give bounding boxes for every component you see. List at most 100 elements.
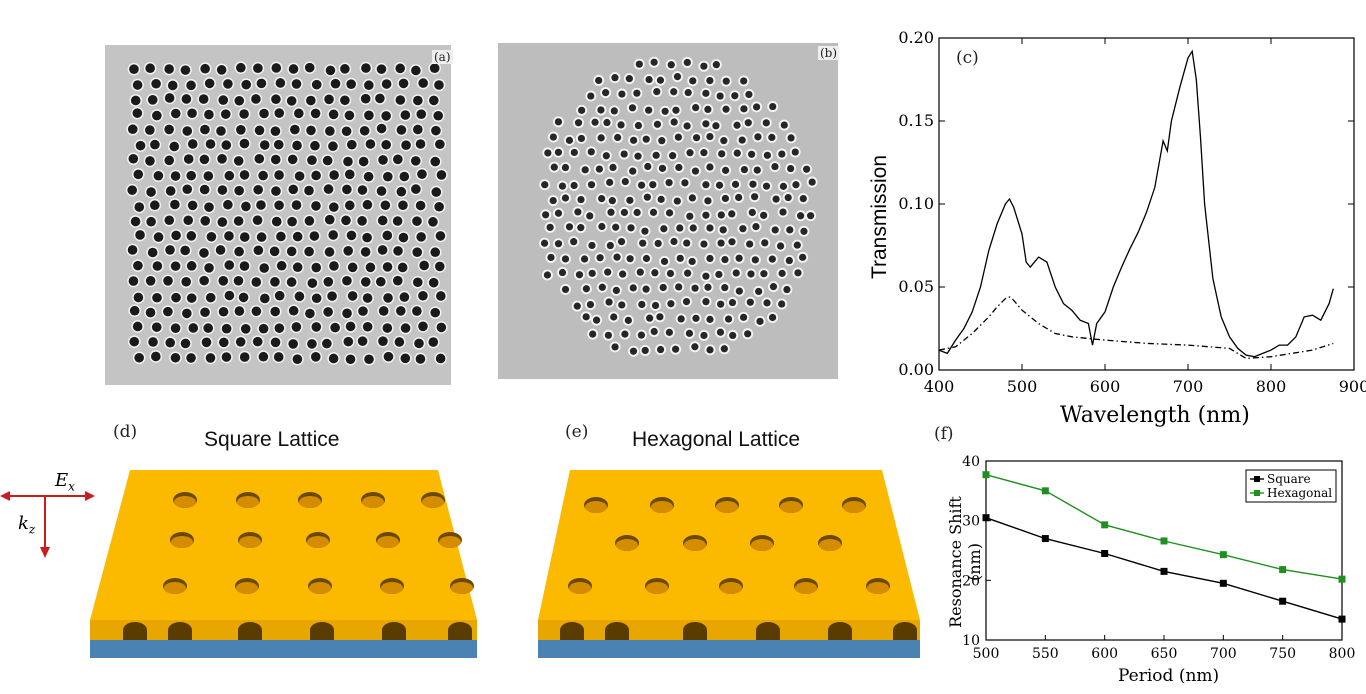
sem-hole-ring [745,268,757,280]
lattice-hole-wall [716,501,738,513]
sem-hole-ring [806,176,818,188]
sem-hole [744,330,752,338]
sem-hole-ring [380,229,394,242]
sem-hole-ring [162,62,176,76]
lattice-hole-wall [309,582,331,594]
lattice-hole-wall [780,501,802,513]
sem-hole-ring [309,107,322,120]
sem-hole [670,237,678,246]
sem-hole-ring [640,252,652,264]
sem-hole-ring [232,154,246,168]
sem-hole-ring [409,182,423,196]
sem-hole-ring [326,139,340,153]
sem-hole-ring [302,184,316,197]
sem-hole-ring [340,124,353,138]
sem-hole-ring [655,344,667,356]
sem-hole-ring [146,246,159,259]
sem-hole-ring [753,285,765,297]
sem-hole-ring [359,275,373,289]
sem-hole-ring [375,62,388,76]
sem-hole [706,132,714,141]
sem-hole [286,96,297,106]
sem-hole [223,79,233,89]
sem-hole [199,275,209,286]
sem-hole [346,139,357,150]
sem-hole-ring [305,337,319,351]
lattice-hole [236,492,260,508]
sem-hole-ring [186,321,200,335]
sem-hole [399,292,410,302]
sem-hole-ring [754,315,766,327]
sem-hole-ring [185,106,199,120]
sem-hole-ring [143,123,157,137]
sem-hole [644,162,652,171]
sem-hole [258,351,269,362]
sem-hole-ring [269,124,282,138]
sem-hole [260,293,270,304]
sem-hole [164,124,174,135]
sem-hole [412,247,423,257]
chart-c-ytick-label: 0.00 [898,360,934,379]
sem-hole [147,95,158,105]
sem-hole [220,109,231,119]
sem-hole [199,154,210,165]
sem-background-b [498,43,838,379]
sem-hole [127,124,138,135]
sem-hole-ring [596,193,608,205]
sem-hole-ring [180,307,194,320]
sem-hole [344,169,355,180]
sem-hole [393,246,403,256]
sem-hole [129,305,140,316]
lattice-hole [438,532,462,548]
sem-hole [688,257,696,266]
sem-hole-ring [731,147,743,159]
sem-hole-ring [143,154,157,168]
chart-c-ytick-label: 0.05 [898,277,934,296]
sem-hole-ring [164,184,177,198]
sem-hole-ring [394,304,408,318]
sem-hole [418,290,428,301]
sem-hole [149,200,160,211]
sem-hole-ring [375,184,388,198]
ex-arrow-left-head [0,491,10,501]
sem-hole-ring [379,138,393,152]
sem-hole-ring [252,243,265,257]
sem-hole-ring [700,118,712,130]
sem-hole-ring [343,199,357,212]
sem-hole-ring [428,306,442,319]
sem-hole-ring [619,328,631,340]
sem-hole-ring [594,252,606,264]
lattice-hole [683,535,707,551]
sem-hole [608,197,616,205]
sem-hole-ring [380,77,393,91]
sem-hole [587,92,595,100]
sem-hole [239,232,250,242]
sem-hole [217,185,228,195]
sem-hole-ring [790,179,802,191]
sem-hole [163,276,173,286]
sem-hole [617,238,626,246]
sem-hole-ring [769,224,781,236]
sem-hole [311,322,322,332]
sem-hole-ring [232,245,246,258]
chart-c-xtick-label: 400 [924,377,955,396]
sem-hole [778,269,786,277]
sem-hole [305,308,315,319]
sem-hole [561,285,570,294]
sem-hole-ring [391,214,404,228]
sem-hole [665,328,673,336]
sem-hole [357,336,368,346]
sem-hole-ring [784,224,796,236]
sem-hole-ring [704,252,716,264]
sem-hole [611,343,619,351]
sem-hole-ring [414,230,428,244]
sem-hole [721,284,729,292]
sem-hole [746,298,754,306]
sem-hole [364,80,374,91]
edge-notch [382,622,406,640]
sem-hole-ring [607,161,619,173]
sem-hole [258,323,269,334]
sem-hole-ring [609,341,621,353]
sem-hole-ring [364,261,377,274]
sem-hole [205,139,216,149]
